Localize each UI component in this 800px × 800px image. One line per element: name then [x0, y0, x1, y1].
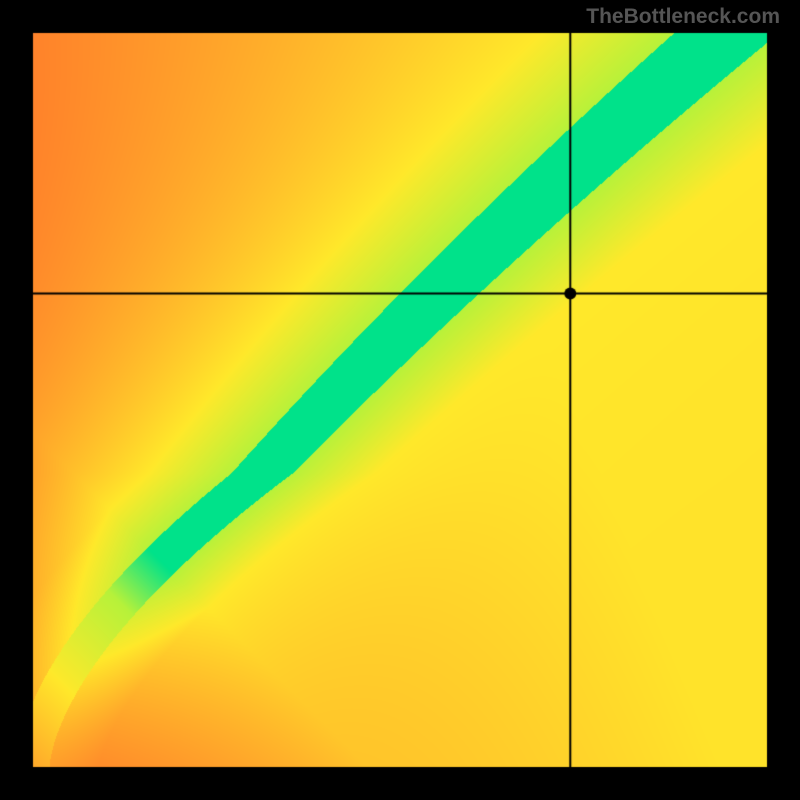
watermark-text: TheBottleneck.com: [586, 5, 780, 29]
bottleneck-heatmap: [0, 0, 800, 800]
chart-container: TheBottleneck.com: [0, 0, 800, 800]
